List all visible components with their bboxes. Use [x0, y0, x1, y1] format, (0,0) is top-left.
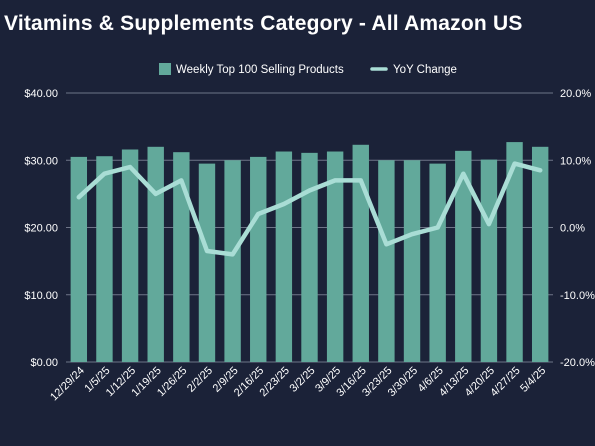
bar — [531, 146, 549, 362]
bar — [326, 151, 344, 362]
bar — [70, 156, 88, 362]
bar — [378, 160, 395, 362]
x-tick-label: 3/2/25 — [288, 365, 318, 395]
bar — [121, 149, 139, 362]
legend-swatch-bar — [159, 63, 171, 75]
bar — [301, 152, 318, 362]
x-tick-label: 2/2/25 — [185, 365, 215, 395]
y-left-tick-label: $10.00 — [24, 290, 58, 302]
y-right-tick-label: 10.0% — [560, 155, 591, 167]
bar — [173, 152, 190, 362]
bar — [250, 156, 267, 362]
y-left-tick-label: $0.00 — [30, 357, 58, 369]
bar — [275, 151, 293, 362]
bar-series — [70, 142, 549, 362]
bar — [224, 160, 241, 362]
line-series — [76, 161, 543, 257]
y-left-tick-label: $20.00 — [24, 223, 58, 235]
bar — [198, 163, 216, 362]
bar — [480, 159, 498, 362]
bar — [147, 146, 164, 362]
x-tick-label: 12/29/24 — [48, 365, 87, 404]
y-right-tick-label: 20.0% — [560, 88, 591, 100]
bar — [352, 144, 369, 362]
yoy-line — [76, 161, 543, 257]
y-left-tick-label: $30.00 — [24, 155, 58, 167]
bar — [96, 156, 113, 362]
y-right-tick-label: -20.0% — [560, 357, 595, 369]
bar — [403, 160, 421, 362]
x-tick-label: 5/4/25 — [518, 365, 548, 395]
y-left-tick-label: $40.00 — [24, 88, 58, 100]
legend-label-line: YoY Change — [393, 64, 457, 76]
y-right-tick-label: 0.0% — [560, 223, 585, 235]
chart-title: Vitamins & Supplements Category - All Am… — [4, 12, 523, 35]
bar — [429, 163, 446, 362]
bar — [506, 142, 523, 362]
y-right-tick-label: -10.0% — [560, 290, 595, 302]
bar — [455, 150, 472, 362]
legend: Weekly Top 100 Selling Products YoY Chang… — [159, 63, 457, 76]
legend-label-bar: Weekly Top 100 Selling Products — [176, 64, 344, 76]
